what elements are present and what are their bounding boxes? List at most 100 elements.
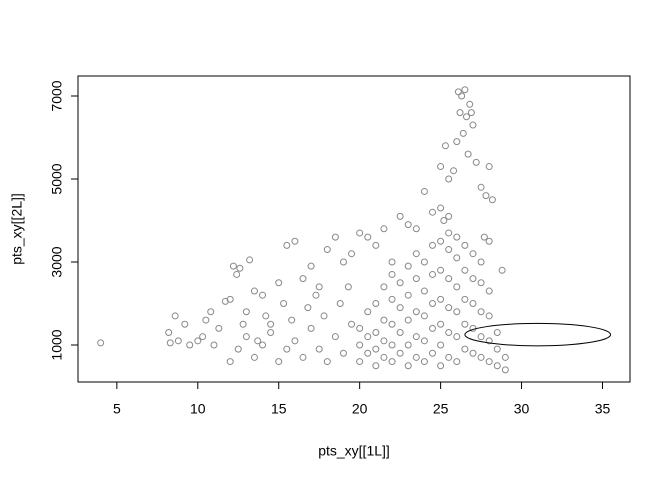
point [461, 295, 469, 303]
y-tick-label: 1000 [49, 329, 65, 360]
point [166, 339, 174, 347]
point [97, 339, 105, 347]
point [440, 216, 448, 224]
point [396, 279, 404, 287]
point [364, 349, 372, 357]
point [186, 341, 194, 349]
point [412, 225, 420, 233]
point [482, 192, 490, 200]
point [412, 333, 420, 341]
point [437, 204, 445, 212]
point [336, 299, 344, 307]
point [458, 92, 466, 100]
point [477, 333, 485, 341]
point [404, 262, 412, 270]
point [388, 295, 396, 303]
point [456, 109, 464, 117]
point [501, 366, 509, 374]
point [380, 283, 388, 291]
point [467, 109, 475, 117]
point [477, 308, 485, 316]
point [477, 183, 485, 191]
point [477, 258, 485, 266]
point [344, 283, 352, 291]
point [254, 337, 262, 345]
point [307, 262, 315, 270]
point [267, 320, 275, 328]
point [498, 266, 506, 274]
x-tick-label: 30 [514, 401, 530, 417]
point [315, 345, 323, 353]
point [437, 266, 445, 274]
point [469, 275, 477, 283]
x-axis-label: pts_xy[[1L]] [318, 443, 390, 459]
ellipse-annotation [464, 322, 612, 347]
point [453, 333, 461, 341]
point [453, 308, 461, 316]
point [461, 241, 469, 249]
point [202, 316, 210, 324]
point [437, 295, 445, 303]
point [453, 138, 461, 146]
point [445, 329, 453, 337]
point [461, 320, 469, 328]
point [275, 358, 283, 366]
point [226, 295, 234, 303]
point [372, 345, 380, 353]
point [477, 353, 485, 361]
point [242, 308, 250, 316]
point [299, 353, 307, 361]
y-tick-label: 5000 [49, 163, 65, 194]
point [323, 246, 331, 254]
x-tick-label: 10 [190, 401, 206, 417]
point [299, 275, 307, 283]
point [445, 353, 453, 361]
point [404, 316, 412, 324]
point [472, 158, 480, 166]
point [437, 341, 445, 349]
point [320, 312, 328, 320]
point [380, 316, 388, 324]
point [233, 270, 241, 278]
point [259, 341, 267, 349]
point [396, 349, 404, 357]
point [396, 212, 404, 220]
point [307, 324, 315, 332]
point [364, 233, 372, 241]
point [493, 345, 501, 353]
point [437, 163, 445, 171]
point [372, 362, 380, 370]
point [420, 258, 428, 266]
point [453, 358, 461, 366]
point [429, 299, 437, 307]
point [174, 337, 182, 345]
point [348, 320, 356, 328]
point [453, 254, 461, 262]
y-tick-label: 3000 [49, 246, 65, 277]
point [215, 324, 223, 332]
point [396, 329, 404, 337]
point [229, 262, 237, 270]
point [356, 341, 364, 349]
point [454, 88, 462, 96]
point [450, 167, 458, 175]
point [453, 283, 461, 291]
point [262, 312, 270, 320]
x-tick-label: 5 [113, 401, 121, 417]
point [469, 250, 477, 258]
point [181, 320, 189, 328]
x-tick-label: 20 [352, 401, 368, 417]
point [312, 291, 320, 299]
point [239, 320, 247, 328]
point [429, 208, 437, 216]
point [412, 353, 420, 361]
point [429, 270, 437, 278]
point [420, 358, 428, 366]
point [485, 358, 493, 366]
point [485, 237, 493, 245]
point [480, 233, 488, 241]
point [236, 264, 244, 272]
point [488, 196, 496, 204]
point [429, 324, 437, 332]
